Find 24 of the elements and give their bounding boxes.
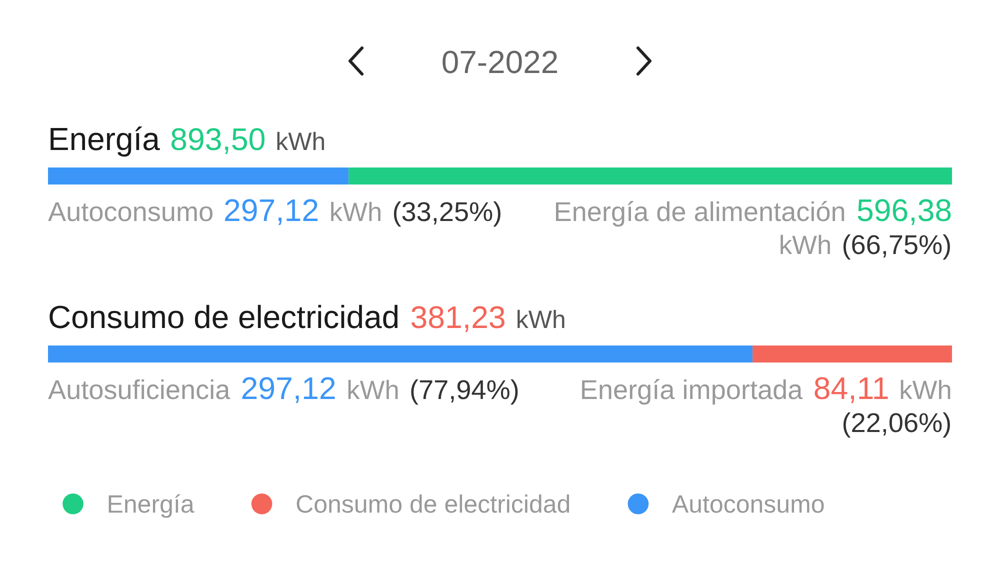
annotation: kWh — [277, 132, 324, 150]
total-label: 381,23 — [411, 306, 504, 332]
annotation: (77,94%) — [411, 379, 518, 405]
annotation: Autoconsumo — [48, 202, 212, 222]
annotation: Autosuficiencia — [48, 379, 230, 400]
text: (22,06%) — [843, 412, 950, 438]
legend-label: Energía — [108, 494, 194, 518]
annotation: Energía de alimentación — [556, 201, 844, 227]
data-label: 596,38 — [858, 199, 951, 225]
annotation: Energía importada — [582, 379, 803, 405]
data-label: 297,12 — [225, 199, 318, 225]
total-label: 893,50 — [171, 128, 264, 154]
legend-label: Autoconsumo — [672, 495, 824, 513]
annotation: kWh — [348, 380, 398, 399]
data-label: 297,12 — [242, 377, 335, 403]
chart-title: 07-2022 — [442, 50, 558, 74]
annotation: kWh — [331, 202, 380, 221]
annotation: kWh — [900, 380, 950, 399]
annotation: kWh — [780, 234, 830, 254]
annotation: (66,75%) — [843, 234, 950, 260]
data-label: 84,11 — [814, 377, 888, 403]
annotation: kWh — [518, 310, 564, 328]
annotation: (33,25%) — [394, 201, 500, 227]
legend-label: Consumo de electricidad — [296, 494, 570, 513]
